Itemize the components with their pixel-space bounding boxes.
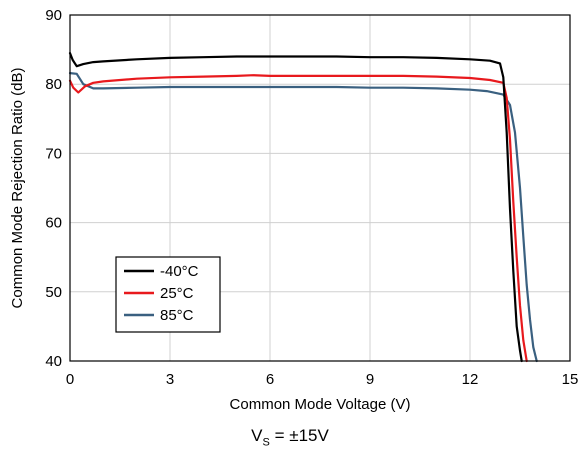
y-tick-label: 80 (45, 76, 62, 93)
series-lines (68, 51, 538, 363)
y-axis-label: Common Mode Rejection Ratio (dB) (9, 68, 26, 309)
caption-prefix: V (251, 426, 263, 445)
legend-label: 85°C (160, 307, 194, 324)
caption: VS = ±15V (0, 426, 580, 448)
y-tick-labels: 40 50 60 70 80 90 (45, 7, 62, 370)
y-tick-label: 40 (45, 353, 62, 370)
x-tick-label: 3 (166, 371, 174, 388)
y-tick-label: 60 (45, 215, 62, 232)
series-line (68, 71, 538, 363)
legend: -40°C 25°C 85°C (115, 256, 221, 333)
x-tick-label: 0 (66, 371, 74, 388)
y-tick-label: 70 (45, 145, 62, 162)
y-tick-label: 90 (45, 7, 62, 24)
plot-frame (69, 14, 571, 362)
x-tick-label: 15 (562, 371, 579, 388)
x-tick-labels: 0 3 6 9 12 15 (66, 371, 579, 388)
x-tick-label: 12 (462, 371, 479, 388)
caption-subscript: S (262, 436, 270, 449)
x-tick-label: 9 (366, 371, 374, 388)
legend-label: -40°C (160, 263, 199, 280)
x-axis-label: Common Mode Voltage (V) (230, 396, 411, 413)
caption-suffix: = ±15V (269, 426, 329, 445)
series-line (68, 51, 523, 363)
y-tick-label: 50 (45, 284, 62, 301)
series-line (68, 74, 528, 363)
legend-label: 25°C (160, 285, 194, 302)
x-tick-label: 6 (266, 371, 274, 388)
cmrr-chart: 0 3 6 9 12 15 40 50 60 70 80 90 Common Mode Voltag… (9, 7, 579, 413)
legend-box (115, 256, 221, 333)
